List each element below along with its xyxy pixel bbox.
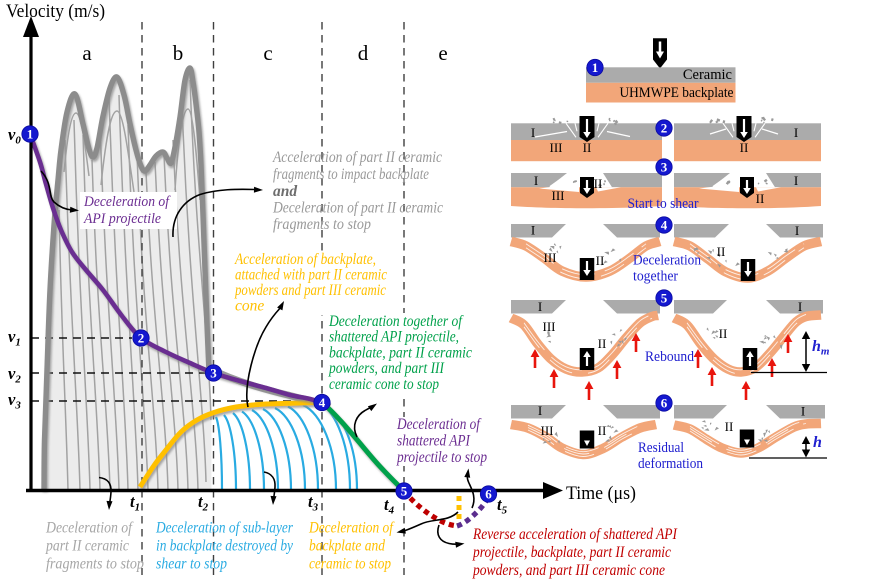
svg-text:Deceleration of: Deceleration of — [45, 520, 134, 537]
svg-text:Start to shear: Start to shear — [628, 196, 699, 212]
svg-text:attached with part II ceramic: attached with part II ceramic — [235, 267, 387, 284]
svg-text:backplate and: backplate and — [309, 538, 385, 555]
svg-text:Rebound: Rebound — [645, 349, 694, 365]
svg-text:t3: t3 — [308, 492, 319, 514]
svg-text:II: II — [598, 423, 607, 438]
svg-text:API projectile: API projectile — [83, 211, 161, 227]
svg-text:powders, and part III ceramic: powders, and part III ceramic cone — [472, 562, 665, 579]
svg-text:b: b — [173, 41, 184, 65]
svg-text:III: III — [552, 188, 565, 203]
svg-text:II: II — [583, 140, 592, 155]
svg-text:shattered API projectile,: shattered API projectile, — [329, 329, 459, 346]
svg-text:fragments to impact backplate: fragments to impact backplate — [273, 166, 429, 183]
svg-text:Ceramic: Ceramic — [683, 67, 732, 83]
svg-text:I: I — [538, 403, 542, 418]
svg-text:3: 3 — [210, 366, 217, 381]
svg-text:Residual: Residual — [638, 440, 684, 456]
svg-text:powders, and part III: powders, and part III — [328, 360, 445, 377]
svg-text:III: III — [541, 423, 554, 438]
svg-text:Velocity (m/s): Velocity (m/s) — [6, 2, 105, 22]
svg-text:together: together — [633, 269, 678, 285]
svg-text:II: II — [594, 176, 603, 191]
svg-text:Time (μs): Time (μs) — [566, 484, 636, 504]
svg-text:Acceleration of backplate,: Acceleration of backplate, — [234, 251, 376, 268]
svg-text:II: II — [598, 336, 607, 351]
svg-text:in backplate destroyed by: in backplate destroyed by — [156, 538, 293, 555]
svg-text:shattered API: shattered API — [397, 433, 471, 450]
svg-text:t5: t5 — [497, 495, 508, 517]
svg-text:part II ceramic: part II ceramic — [45, 538, 129, 555]
svg-text:Deceleration of: Deceleration of — [308, 520, 395, 537]
svg-text:III: III — [550, 140, 563, 155]
svg-text:I: I — [795, 223, 799, 238]
svg-text:e: e — [438, 41, 447, 65]
svg-text:t2: t2 — [198, 492, 209, 514]
svg-text:backplate, part II ceramic: backplate, part II ceramic — [329, 344, 472, 361]
svg-text:3: 3 — [661, 160, 668, 175]
svg-text:II: II — [719, 326, 728, 341]
svg-text:a: a — [82, 41, 92, 65]
svg-text:cone: cone — [235, 298, 264, 315]
svg-text:2: 2 — [138, 331, 145, 346]
svg-text:and: and — [273, 183, 297, 200]
svg-text:ceramic cone to stop: ceramic cone to stop — [329, 376, 439, 393]
svg-text:UHMWPE backplate: UHMWPE backplate — [620, 85, 734, 101]
svg-text:projectile, backplate, part II: projectile, backplate, part II ceramic — [472, 544, 671, 561]
svg-text:deformation: deformation — [638, 456, 703, 472]
svg-text:II: II — [756, 191, 765, 206]
svg-text:fragments to stop: fragments to stop — [273, 216, 371, 233]
svg-text:h: h — [813, 434, 822, 451]
svg-text:I: I — [794, 173, 798, 188]
svg-text:4: 4 — [319, 395, 326, 410]
svg-text:c: c — [263, 41, 272, 65]
svg-text:I: I — [531, 125, 535, 140]
svg-text:5: 5 — [661, 291, 668, 306]
svg-text:2: 2 — [661, 121, 668, 136]
svg-text:II: II — [596, 253, 605, 268]
svg-text:I: I — [794, 125, 798, 140]
svg-text:Deceleration: Deceleration — [633, 253, 701, 269]
svg-text:4: 4 — [661, 218, 668, 233]
svg-text:t1: t1 — [130, 492, 140, 514]
svg-text:Deceleration of: Deceleration of — [83, 194, 171, 210]
svg-text:fragments to stop: fragments to stop — [46, 556, 144, 573]
svg-text:powders and part III ceramic: powders and part III ceramic — [234, 282, 386, 299]
svg-text:III: III — [544, 250, 557, 265]
svg-text:I: I — [538, 299, 542, 314]
svg-text:II: II — [740, 140, 749, 155]
svg-text:Acceleration of part II cerami: Acceleration of part II ceramic — [272, 149, 442, 166]
svg-text:I: I — [534, 173, 538, 188]
svg-text:I: I — [801, 404, 805, 419]
svg-text:Deceleration of sub-layer: Deceleration of sub-layer — [155, 520, 294, 537]
svg-text:projectile to stop: projectile to stop — [396, 449, 487, 466]
svg-text:Reverse acceleration of shatte: Reverse acceleration of shattered API — [472, 526, 677, 543]
svg-text:shear to stop: shear to stop — [156, 556, 227, 573]
svg-text:6: 6 — [485, 487, 492, 502]
svg-text:I: I — [798, 299, 802, 314]
svg-text:5: 5 — [401, 484, 408, 499]
svg-text:I: I — [531, 223, 535, 238]
svg-text:d: d — [358, 41, 369, 65]
svg-text:Deceleration of: Deceleration of — [396, 416, 482, 433]
svg-text:1: 1 — [592, 60, 599, 75]
svg-text:II: II — [717, 244, 726, 259]
svg-text:III: III — [543, 319, 556, 334]
svg-text:ceramic to stop: ceramic to stop — [309, 556, 391, 573]
svg-text:1: 1 — [27, 127, 34, 142]
svg-text:II: II — [725, 419, 734, 434]
svg-text:6: 6 — [661, 396, 668, 411]
svg-text:Deceleration together of: Deceleration together of — [328, 313, 464, 330]
svg-text:Deceleration of part II cerami: Deceleration of part II ceramic — [272, 200, 443, 217]
svg-text:t4: t4 — [384, 495, 395, 517]
